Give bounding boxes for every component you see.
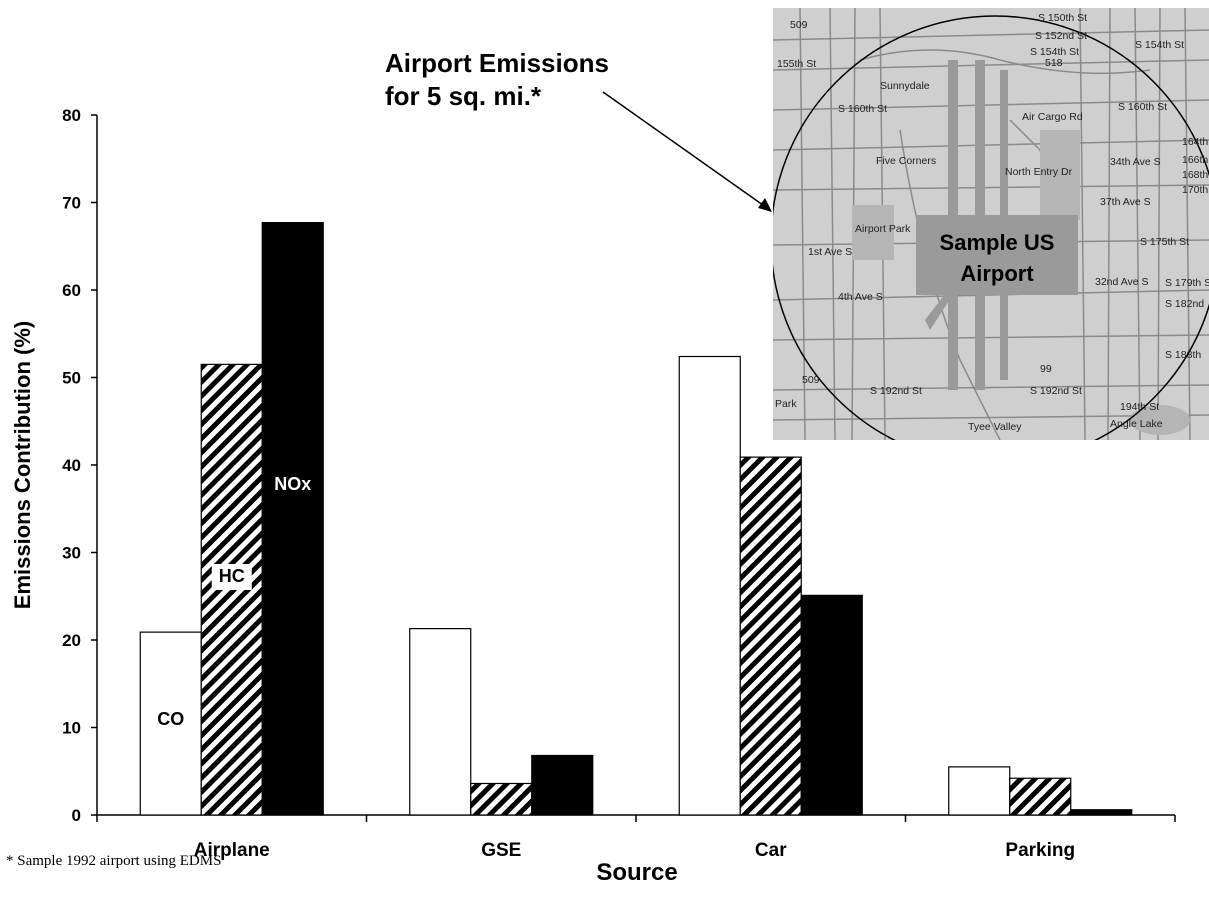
map-street-label: S 150th St [1038,12,1087,24]
map-street-label: 32nd Ave S [1095,276,1149,288]
x-tick-label: Airplane [194,840,270,861]
map-street-label: Park [775,398,797,410]
annotation-arrow [602,91,771,211]
map-street-label: 99 [1040,363,1052,375]
y-tick-label: 60 [62,281,81,300]
x-tick-label: Parking [1005,840,1075,861]
y-tick-label: 20 [62,631,81,650]
y-tick-label: 40 [62,456,81,475]
bar-hc-car [739,456,802,816]
map-street-label: S 188th [1165,349,1201,361]
chart-bars: CO HC NOx [139,222,1133,816]
map-street-label: 518 [1045,57,1063,69]
map-street-label: 509 [802,374,820,386]
bar-hc-gse [470,782,533,816]
map-street-label: S 175th St [1140,236,1189,248]
y-tick-label: 50 [62,369,81,388]
bar-nox-parking [1070,809,1133,816]
annotation-line1: Airport Emissions [385,48,609,78]
x-axis-label: Source [596,859,677,886]
map-parks [852,130,1190,435]
y-tick-label: 70 [62,194,81,213]
y-tick-label: 30 [62,544,81,563]
bar-hc-parking [1009,777,1072,816]
map-street-label: 155th St [777,58,816,70]
map-street-label: 170th [1182,184,1208,196]
series-label-hc: HC [219,566,245,586]
map-street-label: 34th Ave S [1110,156,1161,168]
airport-label-line2: Airport [960,261,1034,286]
map-street-label: Airport Park [855,223,911,235]
bar-nox-gse [531,754,594,816]
map-street-label: 37th Ave S [1100,196,1151,208]
y-tick-label: 0 [72,806,81,825]
y-axis-label: Emissions Contribution (%) [10,321,35,609]
bar-co-parking [948,766,1011,816]
map-street-label: Tyee Valley [968,421,1022,433]
map-street-label: 4th Ave S [838,291,883,303]
map-street-label: S 179th St [1165,277,1209,289]
map-street-label: S 152nd St [1035,30,1087,42]
bar-co-gse [409,628,472,816]
airport-label-box [916,215,1078,295]
map-street-label: 166th [1182,154,1208,166]
chart-ticks: 0 10 20 30 40 50 60 70 80 Airplane GSE Car Parking [62,106,1176,861]
map-street-labels: S 150th St S 152nd St S 154th St 155th St S … [775,12,1209,433]
bar-co-car [678,355,741,816]
map-street-label: 1st Ave S [808,246,852,258]
map-street-label: 509 [790,19,808,31]
map-street-label: 168th [1182,169,1208,181]
map-street-label: 194th St [1120,401,1159,413]
map-street-label: S 154th St [1030,46,1079,58]
map-street-label: North Entry Dr [1005,166,1073,178]
map-street-label: 164th [1182,136,1208,148]
map-street-label: Sunnydale [880,80,930,92]
series-inline-labels: CO HC NOx [157,474,311,729]
annotation-line2: for 5 sq. mi.* [385,81,542,111]
bar-nox-car [800,594,863,816]
map-street-label: S 160th St [838,103,887,115]
map-street-label: S 192nd St [870,385,922,397]
series-label-co: CO [157,709,184,729]
map-street-label: S 182nd [1165,298,1204,310]
five-sq-mi-circle [773,15,1209,440]
series-label-bg [211,564,252,590]
bar-nox-airplane [261,222,324,816]
annotation-arrowhead [758,198,772,212]
x-tick-label: Car [755,840,787,861]
map-street-label: Five Corners [876,155,936,167]
y-tick-label: 10 [62,719,81,738]
map-street-label: S 160th St [1118,101,1167,113]
y-tick-label: 80 [62,106,81,125]
map-street-label: Angle Lake [1110,418,1163,430]
footnote: * Sample 1992 airport using EDMS [6,853,221,869]
airport-map-inset: S 150th St S 152nd St S 154th St 155th St S … [773,8,1209,440]
map-street-label: S 192nd St [1030,385,1082,397]
x-tick-label: GSE [481,840,521,861]
map-street-label: S 154th St [1135,39,1184,51]
series-label-nox: NOx [274,474,311,494]
airport-label-line1: Sample US [940,230,1055,255]
map-street-label: Air Cargo Rd [1022,111,1083,123]
